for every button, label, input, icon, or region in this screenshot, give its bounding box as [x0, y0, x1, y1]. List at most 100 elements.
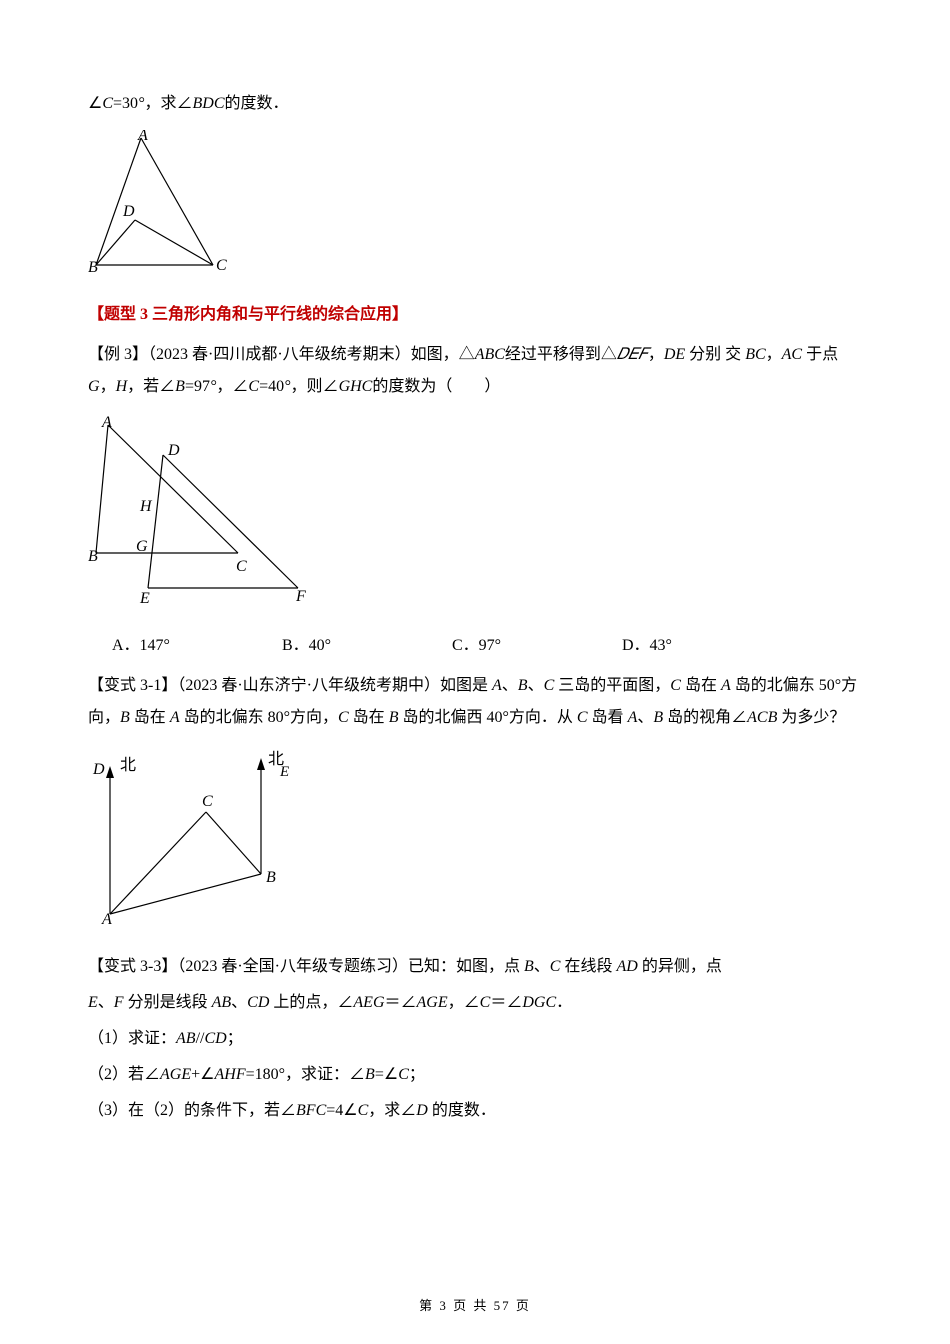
c: C — [577, 709, 588, 726]
options-row: A．147° B．40° C．97° D．43° — [112, 630, 862, 662]
c: C — [670, 677, 681, 694]
text: 分别 — [685, 346, 721, 363]
de: DE — [664, 346, 685, 363]
text: 的度数． — [428, 1102, 496, 1119]
text: = — [375, 1066, 384, 1083]
d: D — [416, 1102, 428, 1119]
svg-text:A: A — [137, 130, 148, 144]
svg-text:B: B — [88, 548, 98, 565]
ab: AB — [176, 1030, 196, 1047]
text: 、 — [98, 994, 114, 1011]
abc: ABC — [475, 346, 505, 363]
text: ， — [216, 378, 232, 395]
footer-total: 57 — [494, 1298, 511, 1313]
text: =180°，求证：∠ — [246, 1066, 365, 1083]
text: 于点 — [802, 346, 838, 363]
text: 、 — [637, 709, 653, 726]
triangle-abc-d-icon: A B C D — [88, 130, 238, 275]
g: G — [88, 378, 100, 395]
option-b: B．40° — [282, 630, 452, 662]
option-d: D．43° — [622, 630, 792, 662]
ab: AB — [212, 994, 232, 1011]
bfc: BFC — [296, 1102, 326, 1119]
text: ， — [100, 378, 116, 395]
c: C — [480, 994, 491, 1011]
var-bdc: BDC — [192, 95, 224, 112]
svg-text:D: D — [167, 442, 180, 459]
text: 岛的视角∠ — [663, 709, 747, 726]
svg-text:H: H — [139, 498, 153, 515]
tri: △ — [459, 346, 475, 363]
figure-2: A B C D E F G H — [88, 413, 862, 620]
text: 交 — [725, 346, 745, 363]
text: =30 — [113, 95, 138, 112]
c: C — [248, 378, 259, 395]
text: 的度数． — [224, 95, 288, 112]
text: 岛在 — [681, 677, 717, 694]
option-c: C．97° — [452, 630, 622, 662]
ad: AD — [616, 958, 637, 975]
ahf: AHF — [215, 1066, 246, 1083]
svg-text:A: A — [101, 414, 112, 431]
text: （3）在（2）的条件下，若∠ — [88, 1102, 296, 1119]
text: 上的点，∠ — [269, 994, 353, 1011]
svg-text:D: D — [122, 203, 135, 220]
variant-3-3-q3: （3）在（2）的条件下，若∠BFC=4∠C，求∠D 的度数． — [88, 1095, 862, 1127]
text: 的度数为（ ） — [372, 378, 500, 395]
text: ； — [227, 1030, 243, 1047]
text: ∠ — [200, 1066, 214, 1083]
c: C — [358, 1102, 369, 1119]
text: ， — [648, 346, 664, 363]
text: 岛在 — [349, 709, 389, 726]
option-a: A．147° — [112, 630, 282, 662]
b: B — [518, 677, 528, 694]
cd: CD — [247, 994, 269, 1011]
cd: CD — [204, 1030, 226, 1047]
c: C — [338, 709, 349, 726]
figure-3: 北 D 北 E A B C — [88, 744, 862, 941]
a: A — [628, 709, 638, 726]
text: ∠ — [343, 1102, 357, 1119]
text: ＝∠ — [385, 994, 417, 1011]
text: ，则 — [291, 378, 323, 395]
variant-3-3-line2: E、F 分别是线段 AB、CD 上的点，∠AEG＝∠AGE，∠C＝∠DGC． — [88, 987, 862, 1019]
variant-3-3-q1: （1）求证：AB//CD； — [88, 1023, 862, 1055]
svg-text:A: A — [101, 911, 112, 928]
page-content: ∠C=30°，求∠BDC的度数． A B C D 【题型 3 三角形内角和与平行… — [88, 88, 862, 1127]
footer-mid: 页 共 — [448, 1298, 494, 1313]
aeg: AEG — [353, 994, 384, 1011]
page-footer: 第 3 页 共 57 页 — [0, 1295, 950, 1314]
svg-text:B: B — [88, 259, 98, 275]
variant-3-3: 【变式 3-3】（2023 春·全国·八年级专题练习）已知：如图，点 B、C 在… — [88, 951, 862, 983]
text: 、 — [528, 677, 544, 694]
text: 【变式 3-3】（2023 春·全国·八年级专题练习）已知：如图，点 — [88, 958, 524, 975]
text: ，求∠ — [368, 1102, 416, 1119]
age: AGE — [417, 994, 448, 1011]
variant-3-1: 【变式 3-1】（2023 春·山东济宁·八年级统考期中）如图是 A、B、C 三… — [88, 670, 862, 734]
e: E — [88, 994, 98, 1011]
svg-text:G: G — [136, 538, 148, 555]
svg-text:E: E — [139, 590, 150, 607]
svg-text:B: B — [266, 869, 276, 886]
variant-3-3-q2: （2）若∠AGE+∠AHF=180°，求证：∠B=∠C； — [88, 1059, 862, 1091]
text: 经过平移得到△ — [505, 346, 617, 363]
text: 三岛的平面图， — [554, 677, 670, 694]
svg-text:E: E — [279, 764, 289, 780]
footer-suffix: 页 — [511, 1298, 531, 1313]
text: ＝∠ — [490, 994, 522, 1011]
example-3: 【例 3】（2023 春·四川成都·八年级统考期末）如图，△ABC经过平移得到△… — [88, 339, 862, 403]
text: 【变式 3-1】（2023 春·山东济宁·八年级统考期中）如图是 — [88, 677, 492, 694]
problem-top-line: ∠C=30°，求∠BDC的度数． — [88, 88, 862, 120]
text: 岛在 — [130, 709, 170, 726]
section-heading-3: 【题型 3 三角形内角和与平行线的综合应用】 — [88, 299, 862, 331]
translated-triangle-icon: A B C D E F G H — [88, 413, 313, 608]
text: 岛的北偏西 40°方向．从 — [398, 709, 576, 726]
text: 的异侧，点 — [638, 958, 722, 975]
b: B — [524, 958, 534, 975]
b: B — [365, 1066, 375, 1083]
text: 为多少？ — [777, 709, 845, 726]
b: B — [175, 378, 185, 395]
svg-text:C: C — [216, 257, 227, 274]
text: =40 — [259, 378, 284, 395]
ang: ∠ — [159, 378, 175, 395]
